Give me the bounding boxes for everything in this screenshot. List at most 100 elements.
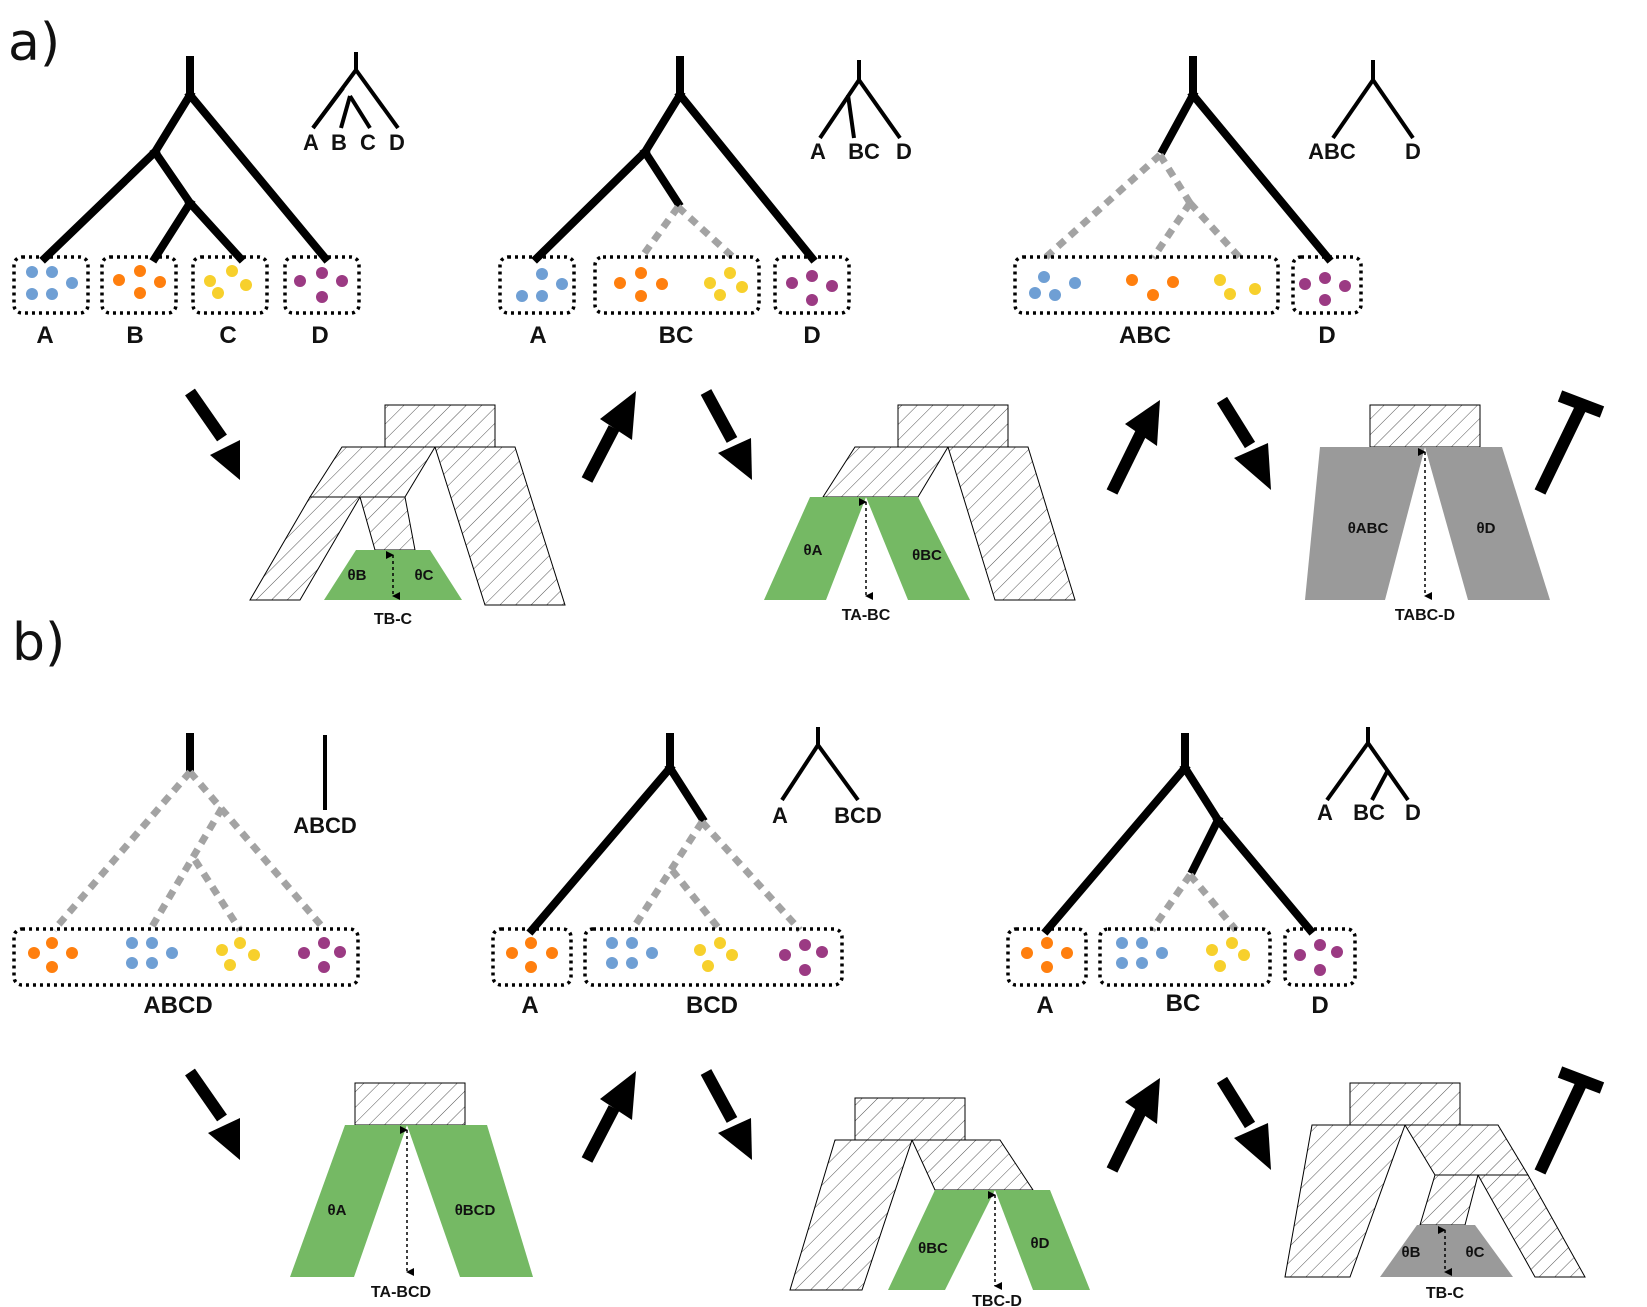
mini-label: BC	[1353, 800, 1385, 825]
species-label: BCD	[686, 992, 738, 1019]
row-a-col2-theta-labels: θA θBC TA-BC	[804, 498, 942, 624]
row-a-col3-population-model	[1305, 404, 1550, 600]
arrow-up-right-icon	[600, 1071, 636, 1120]
row-b-col3-theta-labels: θB θC TB-C	[1402, 1226, 1485, 1302]
mini-label: A	[303, 130, 319, 155]
row-b-col3-individuals	[1021, 937, 1343, 976]
species-label: D	[1318, 322, 1335, 349]
species-label: A	[1036, 992, 1053, 1019]
row-a-col1-guide-tree	[39, 56, 331, 264]
row-a-col3-guide-tree	[1157, 56, 1334, 264]
species-label: BC	[659, 322, 694, 349]
row-a-col1-individuals	[26, 265, 348, 303]
species-label: D	[311, 322, 328, 349]
theta-left-label: θABC	[1348, 520, 1389, 537]
theta-right-label: θC	[1466, 1244, 1485, 1261]
row-b-col2-species-boxes	[491, 927, 844, 987]
mini-label: ABC	[1308, 139, 1356, 164]
row-b-col3-collapsed-branches	[1149, 872, 1239, 933]
arrow-down-right-icon	[718, 1118, 752, 1160]
row-a-col2-mini-tree	[818, 60, 902, 140]
row-b-col3-mini-tree	[1325, 727, 1410, 802]
row-a-arrows	[185, 388, 1605, 495]
row-a-col2-box-labels: A BC D	[529, 322, 820, 349]
tau-label: TB-C	[1426, 1285, 1465, 1302]
stop-bar-icon	[1534, 400, 1589, 495]
row-a-col3-individuals	[1029, 271, 1351, 306]
row-b-col3-population-model	[1284, 1082, 1586, 1278]
row-b-col2-theta-labels: θBC θD TBC-D	[918, 1191, 1050, 1307]
panel-label-b: b)	[12, 613, 65, 673]
mini-label: D	[1405, 139, 1421, 164]
arrow-down-right-icon	[1234, 1123, 1271, 1170]
arrow-down-right-icon	[718, 438, 752, 480]
row-a-col1-species-boxes	[12, 255, 361, 315]
mini-label: A	[810, 139, 826, 164]
row-b-col3-species-boxes	[1006, 927, 1357, 987]
theta-right-label: θBCD	[455, 1202, 496, 1219]
species-label: D	[803, 322, 820, 349]
row-a-col2-guide-tree	[531, 56, 818, 264]
row-b-col3-box-labels: A BC D	[1036, 990, 1328, 1019]
row-a-col3-mini-tree	[1331, 60, 1415, 140]
mini-label: B	[331, 130, 347, 155]
species-label: ABC	[1119, 322, 1171, 349]
row-b-col1-population-model	[290, 1082, 533, 1277]
species-label: D	[1311, 992, 1328, 1019]
arrow-down-right-icon	[1234, 443, 1271, 490]
row-a-col3-collapsed-branches	[1042, 152, 1243, 261]
row-a-col1-theta-labels: θB θC TB-C	[348, 551, 434, 628]
row-b-arrows	[185, 1066, 1605, 1175]
mini-label: C	[360, 130, 376, 155]
stop-bar-icon	[1534, 1077, 1589, 1175]
arrow-up-right-icon	[1125, 1078, 1160, 1124]
tau-label: TBC-D	[972, 1293, 1022, 1307]
theta-right-label: θD	[1477, 520, 1496, 537]
row-b-col2-mini-tree	[780, 727, 860, 802]
arrow-up-right-icon	[600, 391, 636, 440]
theta-left-label: θB	[1402, 1244, 1421, 1261]
row-b-col3-mini-labels: A BC D	[1317, 800, 1421, 825]
row-a-col1-population-model	[249, 404, 566, 606]
mini-label: ABCD	[293, 813, 357, 838]
row-b-col2-guide-tree	[526, 733, 708, 936]
theta-left-label: θA	[328, 1202, 347, 1219]
row-a-col2-mini-labels: A BC D	[810, 139, 912, 164]
panel-label-a: a)	[8, 13, 60, 73]
tau-label: TB-C	[374, 611, 413, 628]
row-a-col2-species-boxes	[498, 255, 851, 315]
mini-label: A	[1317, 800, 1333, 825]
row-a-col2-population-model	[764, 404, 1076, 601]
row-b-col1-collapsed-branches	[51, 769, 328, 933]
arrow-down-right-icon	[208, 1118, 240, 1160]
row-b-col1-individuals	[28, 937, 346, 973]
row-b-col2-population-model	[789, 1097, 1090, 1291]
row-b-col2-mini-labels: A BCD	[772, 803, 882, 828]
mini-label: D	[389, 130, 405, 155]
theta-right-label: θBC	[912, 547, 942, 564]
arrow-down-right-icon	[210, 440, 240, 480]
row-b-col2-box-labels: A BCD	[521, 992, 738, 1019]
mini-label: A	[772, 803, 788, 828]
row-b-col1-species-boxes	[12, 927, 360, 987]
mini-label: BC	[848, 139, 880, 164]
row-a-col1-mini-tree	[311, 52, 400, 130]
row-b-col3-guide-tree	[1041, 733, 1316, 936]
species-label: ABCD	[143, 992, 212, 1019]
tau-label: TA-BC	[842, 607, 891, 624]
species-label: C	[219, 322, 236, 349]
row-a-col3-box-labels: ABC D	[1119, 322, 1336, 349]
mini-label: D	[1405, 800, 1421, 825]
row-b-col1-theta-labels: θA θBCD TA-BCD	[328, 1126, 496, 1301]
theta-left-label: θB	[348, 567, 367, 584]
row-a-col1-mini-labels: A B C D	[303, 130, 405, 155]
species-label: A	[529, 322, 546, 349]
theta-left-label: θBC	[918, 1240, 948, 1257]
arrow-up-right-icon	[1125, 400, 1160, 446]
species-label: BC	[1166, 990, 1201, 1017]
theta-right-label: θC	[415, 567, 434, 584]
row-a-col3-species-boxes	[1013, 255, 1363, 315]
row-b-col2-collapsed-branches	[629, 819, 803, 933]
species-label: A	[521, 992, 538, 1019]
